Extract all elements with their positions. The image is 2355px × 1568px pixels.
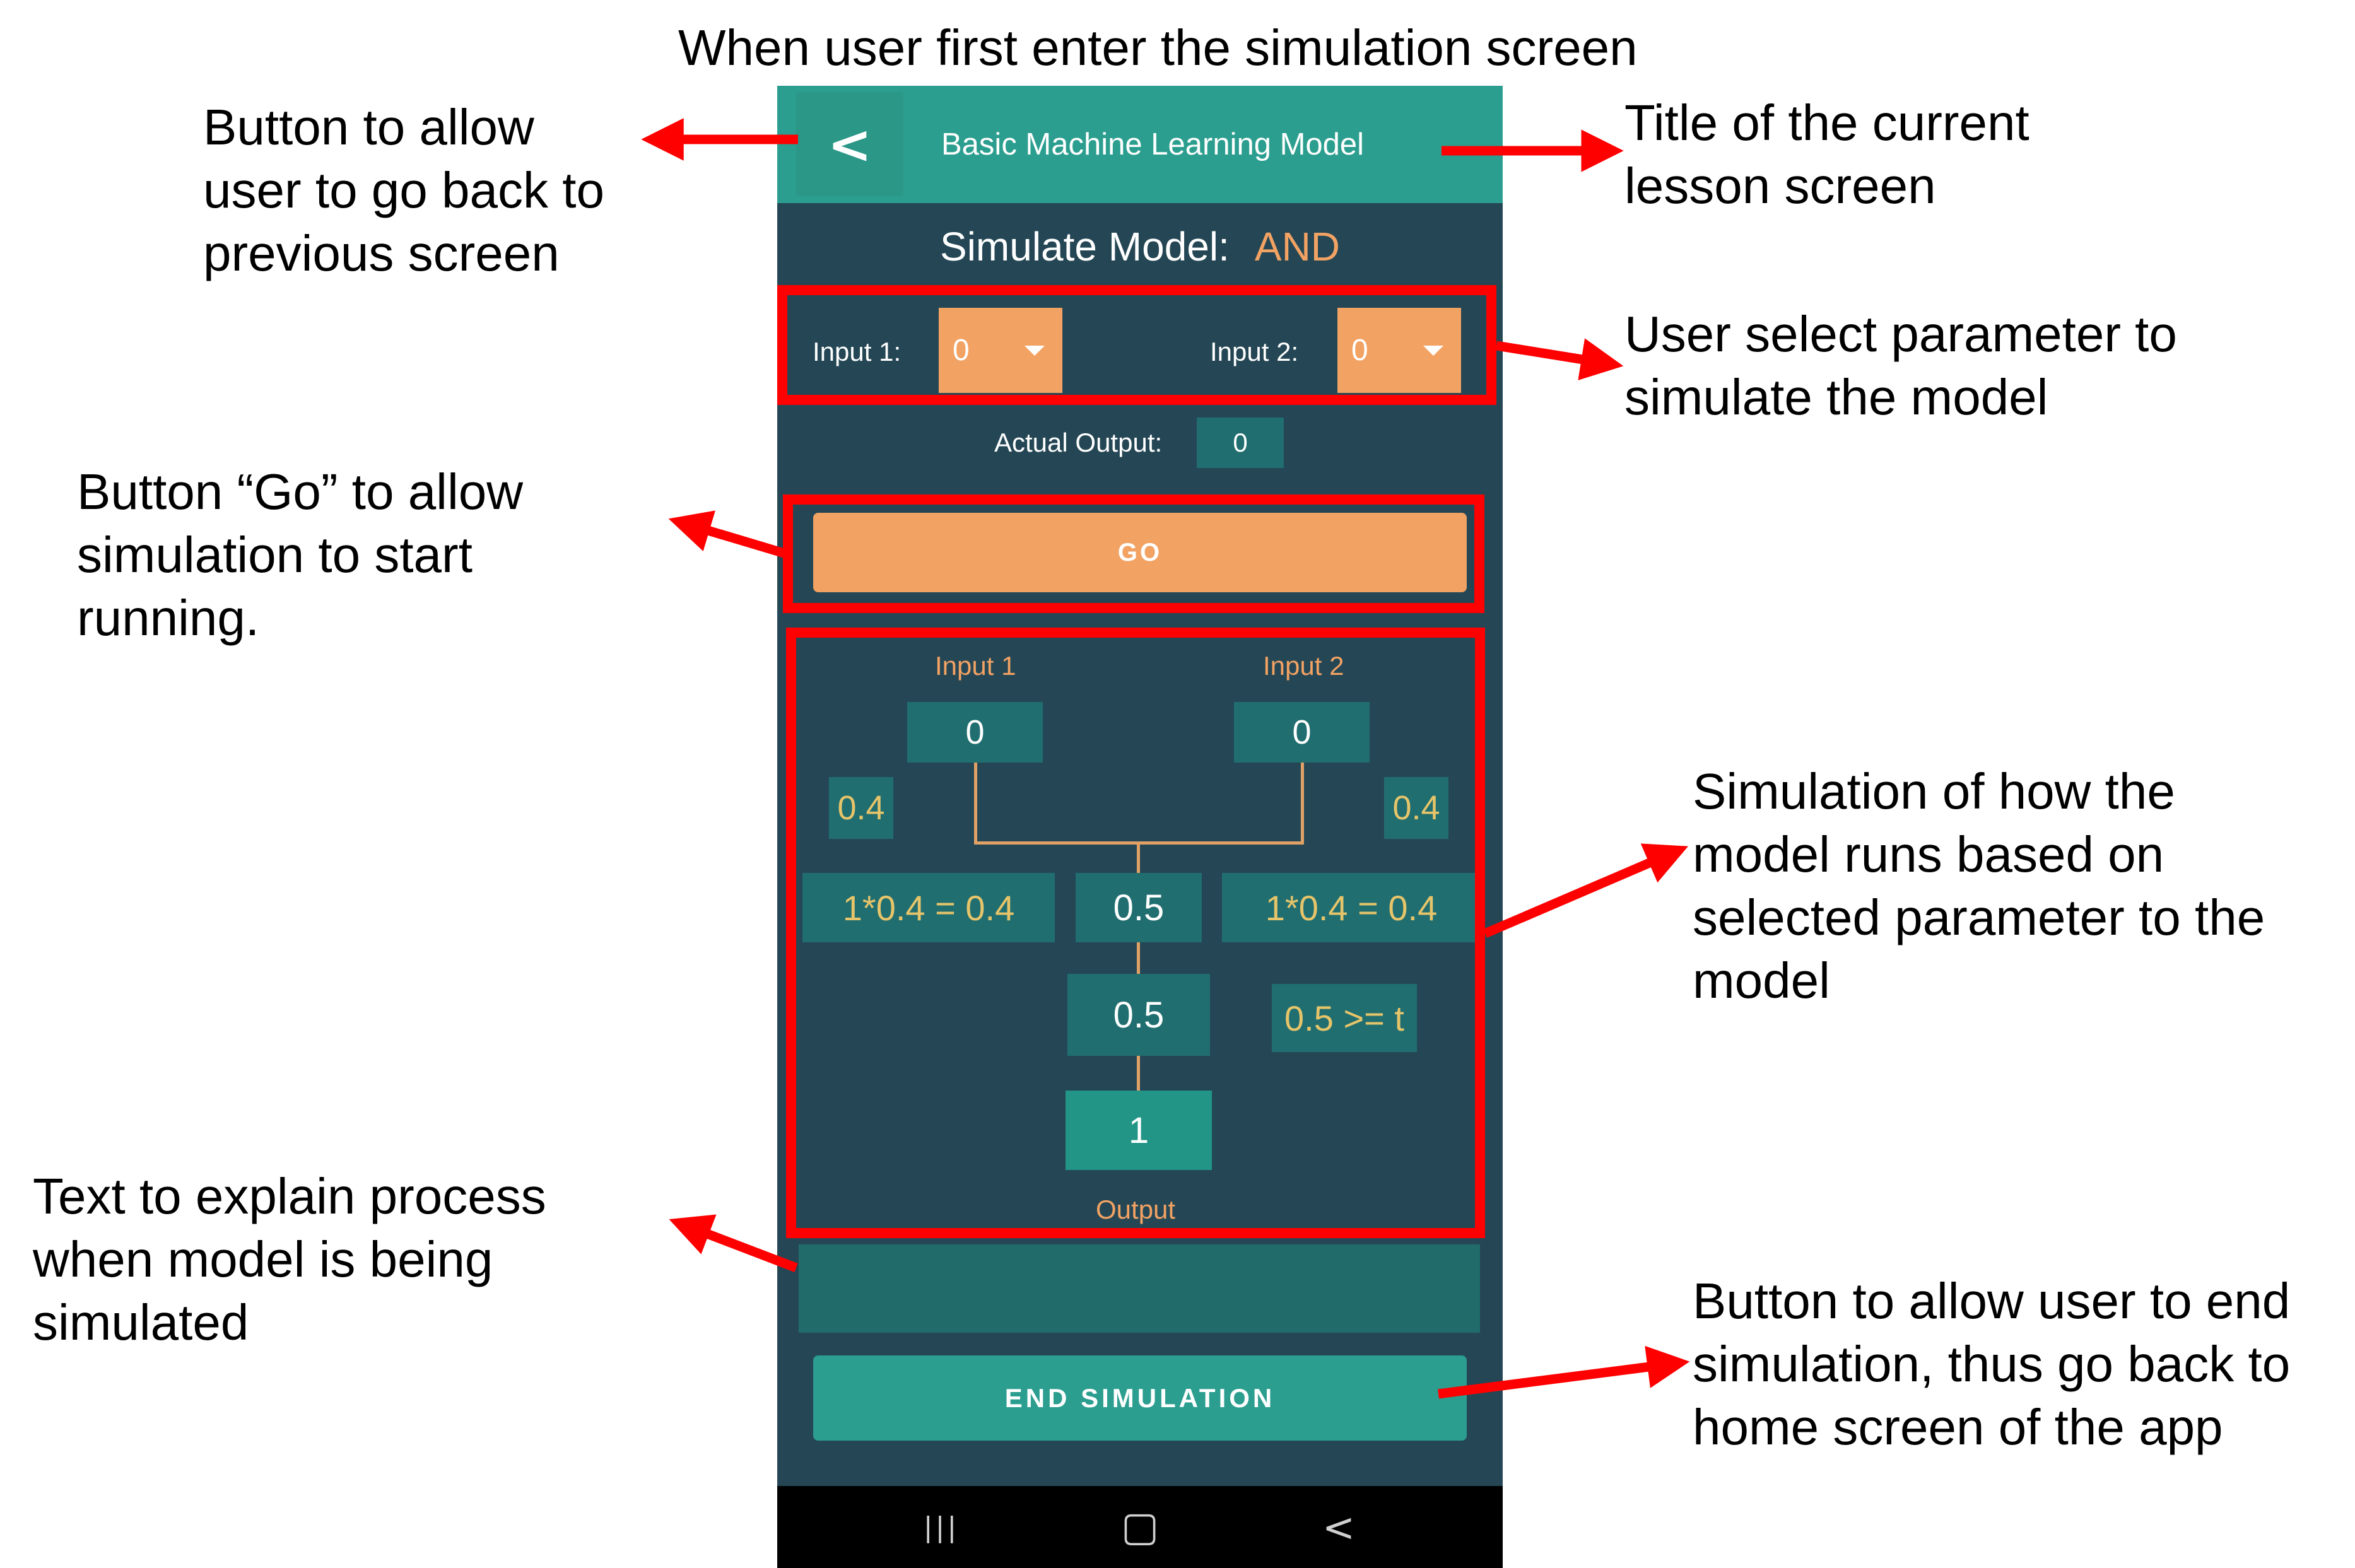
app-bar: < Basic Machine Learning Model: [777, 86, 1503, 203]
connector-line: [1137, 841, 1140, 873]
arrow-go: [668, 510, 788, 559]
connector-line: [974, 763, 977, 845]
diagram-input1-value: 0: [907, 702, 1043, 763]
input1-label: Input 1:: [813, 337, 901, 366]
chevron-down-icon: [1025, 346, 1045, 356]
annotation-explain-text: Text to explain process when model is be…: [33, 1165, 546, 1354]
annotation-go-button: Button “Go” to allow simulation to start…: [77, 460, 523, 650]
figure-caption: When user first enter the simulation scr…: [678, 20, 1638, 76]
arrow-params: [1495, 338, 1624, 380]
explanation-text-box: [799, 1244, 1480, 1333]
home-icon[interactable]: ▢: [1120, 1504, 1160, 1550]
annotation-back-button: Button to allow user to go back to previ…: [203, 96, 604, 285]
phone-screen: < Basic Machine Learning Model Simulate …: [777, 86, 1503, 1568]
input2-selected-value: 0: [1351, 334, 1368, 367]
highlight-simulation: [786, 628, 1485, 1238]
sum-value: 0.5: [1076, 873, 1202, 942]
annotation-line: home screen of the app: [1693, 1399, 2223, 1455]
arrow-explain: [669, 1214, 798, 1273]
annotation-simulation: Simulation of how the model runs based o…: [1693, 760, 2265, 1012]
annotation-line: simulate the model: [1624, 369, 2048, 425]
model-name: AND: [1254, 224, 1340, 269]
arrow-end: [1438, 1345, 1690, 1399]
annotation-line: simulated: [33, 1294, 249, 1350]
product2-value: 1*0.4 = 0.4: [1222, 873, 1481, 942]
actual-output-label: Actual Output:: [994, 428, 1163, 457]
annotation-line: Button “Go” to allow: [77, 464, 523, 520]
connector-line: [1137, 942, 1140, 974]
annotation-line: simulation to start: [77, 527, 473, 583]
annotation-line: previous screen: [203, 225, 560, 281]
output-label: Output: [1096, 1195, 1176, 1224]
diagram-input1-label: Input 1: [935, 651, 1016, 681]
highlight-params: [777, 285, 1496, 405]
annotation-line: Title of the current: [1624, 95, 2029, 151]
back-button[interactable]: <: [796, 92, 903, 196]
end-simulation-button[interactable]: END SIMULATION: [813, 1355, 1467, 1441]
threshold-label: 0.5 >= t: [1272, 984, 1417, 1052]
annotation-params: User select parameter to simulate the mo…: [1624, 303, 2177, 429]
annotation-line: selected parameter to the: [1693, 889, 2265, 945]
connector-line: [1301, 763, 1304, 845]
weight2-value: 0.4: [1384, 777, 1448, 839]
annotation-end-button: Button to allow user to end simulation, …: [1693, 1270, 2290, 1459]
recent-apps-icon[interactable]: |||: [923, 1511, 960, 1543]
product1-value: 1*0.4 = 0.4: [802, 873, 1055, 942]
simulate-model-heading: Simulate Model: AND: [777, 223, 1503, 270]
annotation-line: model: [1693, 952, 1830, 1009]
annotation-line: lesson screen: [1624, 158, 1936, 214]
chevron-down-icon: [1423, 346, 1443, 356]
highlight-go-button: [783, 494, 1484, 613]
simulate-model-label: Simulate Model:: [940, 224, 1230, 269]
activation-value: 0.5: [1067, 974, 1210, 1056]
input1-dropdown[interactable]: 0: [939, 308, 1062, 393]
connector-line: [1137, 1056, 1140, 1091]
annotation-line: running.: [77, 590, 260, 646]
go-button[interactable]: GO: [813, 513, 1467, 592]
annotation-line: simulation, thus go back to: [1693, 1336, 2291, 1392]
annotation-line: Text to explain process: [33, 1168, 546, 1224]
annotation-line: user to go back to: [203, 162, 604, 218]
input1-selected-value: 0: [953, 334, 970, 367]
diagram-input2-value: 0: [1234, 702, 1370, 763]
output-value: 1: [1066, 1091, 1212, 1170]
arrow-simulation: [1483, 843, 1689, 938]
annotation-line: when model is being: [33, 1231, 493, 1287]
lesson-title: Basic Machine Learning Model: [941, 127, 1365, 161]
input2-dropdown[interactable]: 0: [1337, 308, 1461, 393]
nav-back-icon[interactable]: <: [1322, 1504, 1355, 1550]
annotation-title: Title of the current lesson screen: [1624, 91, 2029, 218]
diagram-input2-label: Input 2: [1263, 651, 1344, 681]
input2-label: Input 2:: [1210, 337, 1299, 366]
annotation-line: Button to allow user to end: [1693, 1273, 2291, 1329]
android-nav-bar: ||| ▢ <: [777, 1486, 1503, 1568]
annotation-line: model runs based on: [1693, 826, 2164, 882]
weight1-value: 0.4: [829, 777, 893, 839]
annotation-line: User select parameter to: [1624, 306, 2177, 362]
annotation-line: Button to allow: [203, 99, 534, 155]
annotation-line: Simulation of how the: [1693, 763, 2175, 819]
actual-output-value: 0: [1197, 418, 1284, 468]
